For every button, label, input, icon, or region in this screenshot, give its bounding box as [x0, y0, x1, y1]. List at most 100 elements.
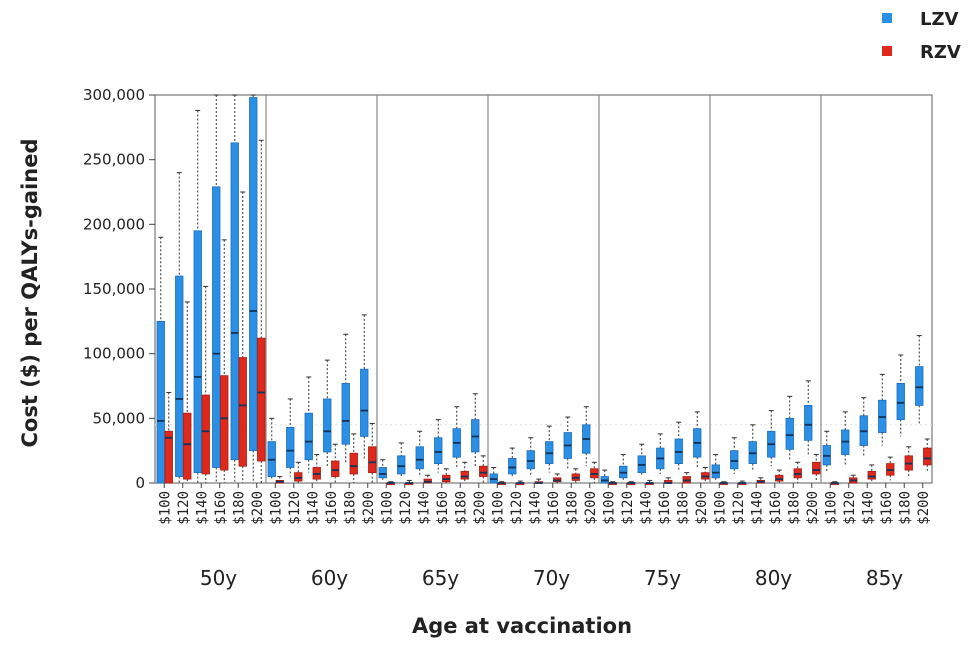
- lzv-box: [434, 437, 443, 465]
- lzv-box: [175, 275, 184, 477]
- lzv-box: [508, 458, 517, 475]
- lzv-box: [249, 97, 258, 452]
- x-tick-label: $100: [157, 491, 173, 525]
- lzv-box: [711, 464, 720, 479]
- lzv-box: [397, 455, 406, 475]
- group-label: 70y: [533, 566, 570, 590]
- lzv-box: [915, 366, 924, 406]
- x-tick-label: $160: [657, 491, 673, 525]
- lzv-box: [415, 446, 424, 470]
- rzv-box: [812, 461, 821, 475]
- x-tick-label: $200: [250, 491, 266, 525]
- legend-marker-lzv: [882, 13, 892, 23]
- x-tick-label: $140: [749, 491, 765, 525]
- lzv-box: [730, 450, 739, 470]
- lzv-box: [230, 142, 239, 461]
- lzv-box: [804, 404, 813, 441]
- rzv-box: [368, 446, 377, 474]
- rzv-box: [201, 394, 210, 475]
- x-tick-label: $140: [527, 491, 543, 525]
- rzv-box: [775, 474, 784, 482]
- x-tick-label: $100: [268, 491, 284, 525]
- rzv-box: [331, 460, 340, 477]
- lzv-box: [378, 467, 387, 479]
- y-tick-label: 200,000: [83, 215, 145, 233]
- rzv-box: [164, 430, 173, 484]
- y-tick-label: 150,000: [83, 280, 145, 298]
- plot-axes: 0 50,000 100,000 150,000 200,000 250,000 300,0…: [83, 86, 932, 590]
- y-tick-label: 300,000: [83, 86, 145, 104]
- x-tick-label: $120: [509, 491, 525, 525]
- lzv-box: [156, 320, 165, 484]
- x-tick-label: $200: [916, 491, 932, 525]
- y-tick-label: 250,000: [83, 151, 145, 169]
- legend-marker-rzv: [882, 46, 892, 56]
- y-tick-label: 50,000: [93, 409, 146, 427]
- x-tick-label: $140: [305, 491, 321, 525]
- x-tick-label: $140: [416, 491, 432, 525]
- x-tick-label: $140: [860, 491, 876, 525]
- x-tick-label: $160: [213, 491, 229, 525]
- lzv-box: [896, 383, 905, 421]
- group-label: 60y: [311, 566, 348, 590]
- x-tick-label: $200: [472, 491, 488, 525]
- rzv-box: [349, 452, 358, 475]
- x-tick-label: $120: [176, 491, 192, 525]
- rzv-box: [294, 472, 303, 482]
- y-tick-label: 100,000: [83, 345, 145, 363]
- x-tick-label: $120: [287, 491, 303, 525]
- rzv-box: [479, 465, 488, 477]
- plot-boxes: [156, 94, 932, 485]
- x-tick-label: $200: [361, 491, 377, 525]
- rzv-box: [220, 375, 229, 471]
- rzv-box: [183, 412, 192, 480]
- x-tick-label: $100: [712, 491, 728, 525]
- group-label: 75y: [644, 566, 681, 590]
- x-tick-label: $160: [879, 491, 895, 525]
- x-tick-label: $180: [786, 491, 802, 525]
- rzv-box: [923, 447, 932, 466]
- x-tick-label: $120: [398, 491, 414, 525]
- x-tick-label: $120: [620, 491, 636, 525]
- x-tick-label: $160: [435, 491, 451, 525]
- plot-grid: [154, 94, 933, 484]
- x-tick-label: $200: [694, 491, 710, 525]
- legend-label-lzv: LZV: [920, 9, 959, 30]
- x-tick-label: $160: [546, 491, 562, 525]
- lzv-box: [212, 186, 221, 468]
- x-tick-label: $160: [768, 491, 784, 525]
- x-tick-label: $140: [638, 491, 654, 525]
- x-tick-label: $180: [231, 491, 247, 525]
- lzv-box: [286, 426, 295, 468]
- y-tick-label: 0: [135, 474, 145, 492]
- x-tick-label: $140: [194, 491, 210, 525]
- rzv-box: [460, 470, 469, 480]
- x-tick-label: $100: [601, 491, 617, 525]
- group-label: 85y: [866, 566, 903, 590]
- x-tick-label: $100: [823, 491, 839, 525]
- group-label: 50y: [200, 566, 237, 590]
- lzv-box: [323, 398, 332, 453]
- rzv-box: [867, 470, 876, 480]
- group-label: 65y: [422, 566, 459, 590]
- x-tick-label: $200: [583, 491, 599, 525]
- lzv-box: [360, 368, 369, 437]
- legend: LZV RZV: [882, 9, 961, 63]
- x-tick-label: $120: [842, 491, 858, 525]
- x-tick-label: $180: [897, 491, 913, 525]
- rzv-box: [238, 357, 247, 467]
- lzv-box: [193, 230, 202, 474]
- group-label: 80y: [755, 566, 792, 590]
- x-tick-label: $160: [324, 491, 340, 525]
- legend-label-rzv: RZV: [920, 42, 961, 63]
- rzv-box: [257, 337, 266, 462]
- x-tick-label: $120: [731, 491, 747, 525]
- lzv-box: [341, 383, 350, 445]
- x-tick-label: $180: [675, 491, 691, 525]
- x-axis-title: Age at vaccination: [412, 614, 632, 638]
- x-tick-label: $200: [805, 491, 821, 525]
- x-tick-label: $100: [379, 491, 395, 525]
- lzv-box: [304, 412, 313, 461]
- x-tick-label: $180: [342, 491, 358, 525]
